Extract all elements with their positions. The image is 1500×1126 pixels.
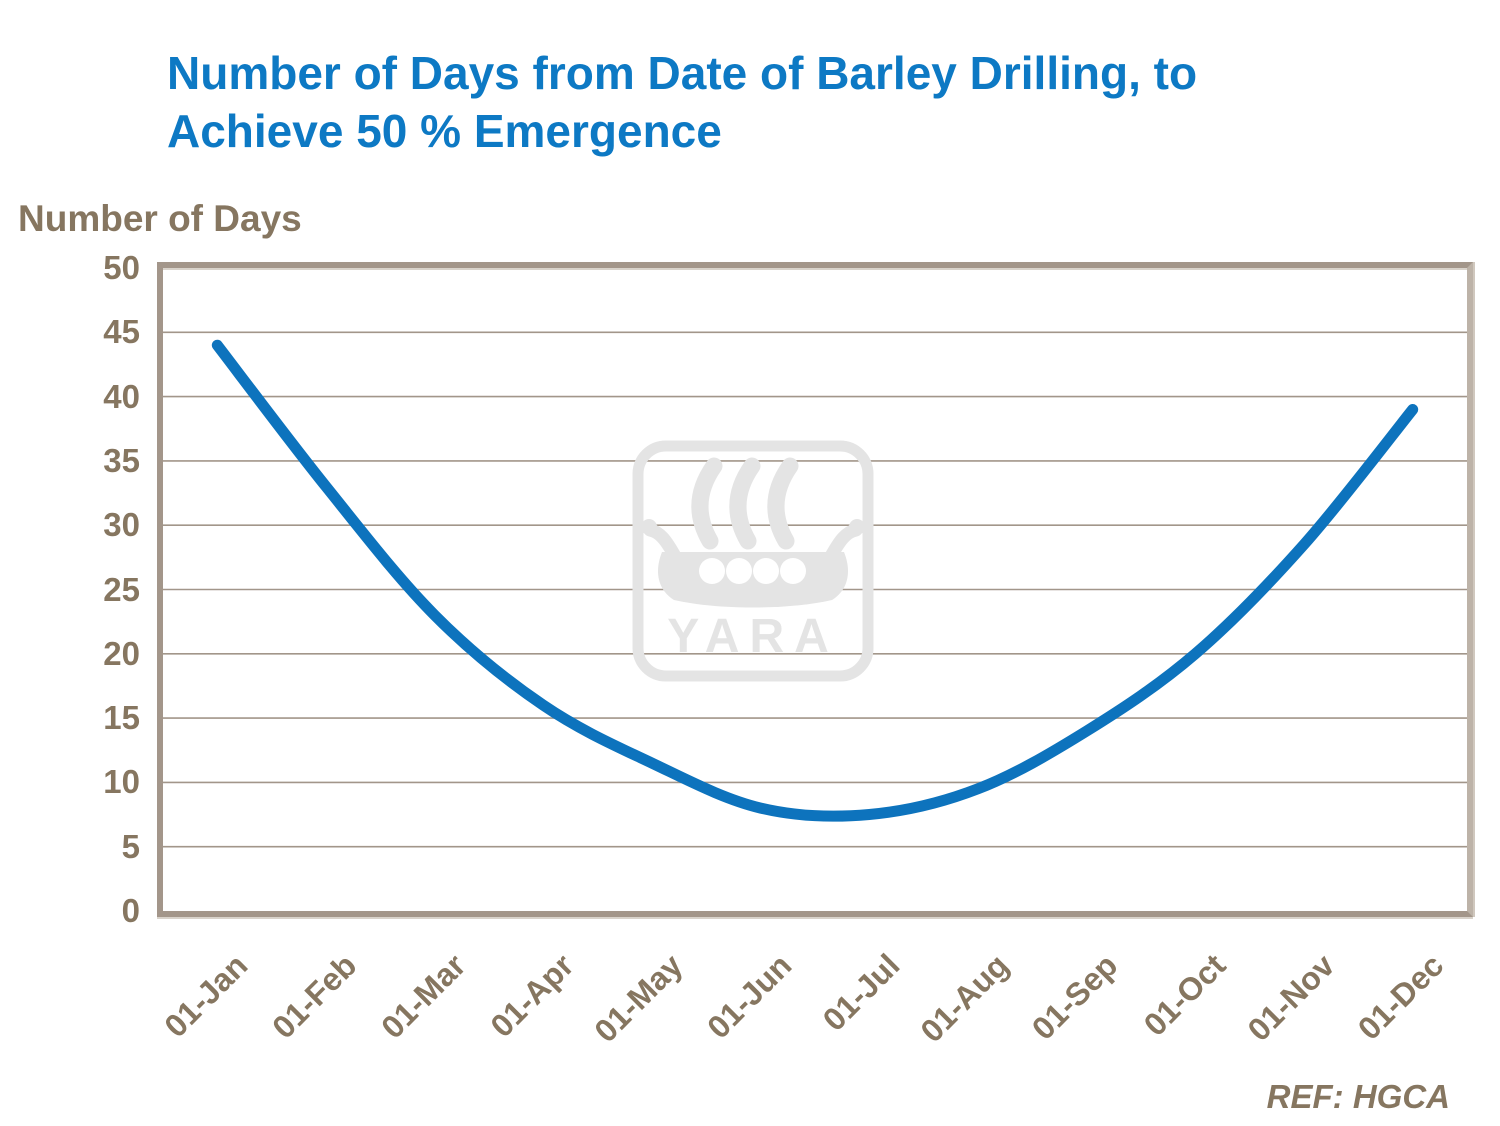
ship-shield-icon bbox=[699, 558, 725, 584]
plot-area: YARA bbox=[157, 262, 1473, 917]
ship-hull-icon bbox=[658, 552, 848, 608]
ship-prow-knob bbox=[849, 519, 865, 535]
ship-stern-knob bbox=[641, 519, 657, 535]
ship-shield-icon bbox=[726, 558, 752, 584]
y-tick-label: 35 bbox=[103, 441, 140, 479]
watermark-border bbox=[632, 440, 874, 682]
y-tick-label: 0 bbox=[121, 892, 140, 929]
y-tick-label: 20 bbox=[103, 634, 140, 672]
y-tick-label: 30 bbox=[103, 506, 140, 544]
ship-sail-icon bbox=[767, 457, 799, 550]
y-tick-label: 50 bbox=[103, 249, 140, 286]
y-tick-label: 45 bbox=[103, 313, 140, 351]
ship-sail-icon bbox=[729, 457, 761, 550]
y-tick-label: 10 bbox=[103, 763, 140, 801]
chart-title: Number of Days from Date of Barley Drill… bbox=[167, 44, 1367, 160]
ship-shield-icon bbox=[780, 558, 806, 584]
ship-shield-icon bbox=[753, 558, 779, 584]
y-tick-label: 5 bbox=[121, 827, 140, 865]
reference-label: REF: HGCA bbox=[1266, 1078, 1450, 1115]
y-tick-label: 15 bbox=[103, 699, 140, 737]
ship-sail-icon bbox=[691, 457, 723, 550]
y-axis-title: Number of Days bbox=[18, 198, 302, 239]
chart-title-line1: Number of Days from Date of Barley Drill… bbox=[167, 47, 1198, 99]
chart-title-line2: Achieve 50 % Emergence bbox=[167, 105, 722, 157]
y-tick-label: 25 bbox=[103, 570, 140, 608]
emergence-curve-series bbox=[211, 339, 1419, 822]
watermark-text: YARA bbox=[667, 610, 839, 663]
chart-plot: YARA bbox=[163, 331, 1467, 848]
yara-logo-watermark: YARA bbox=[632, 440, 874, 682]
y-tick-label: 40 bbox=[103, 377, 140, 415]
